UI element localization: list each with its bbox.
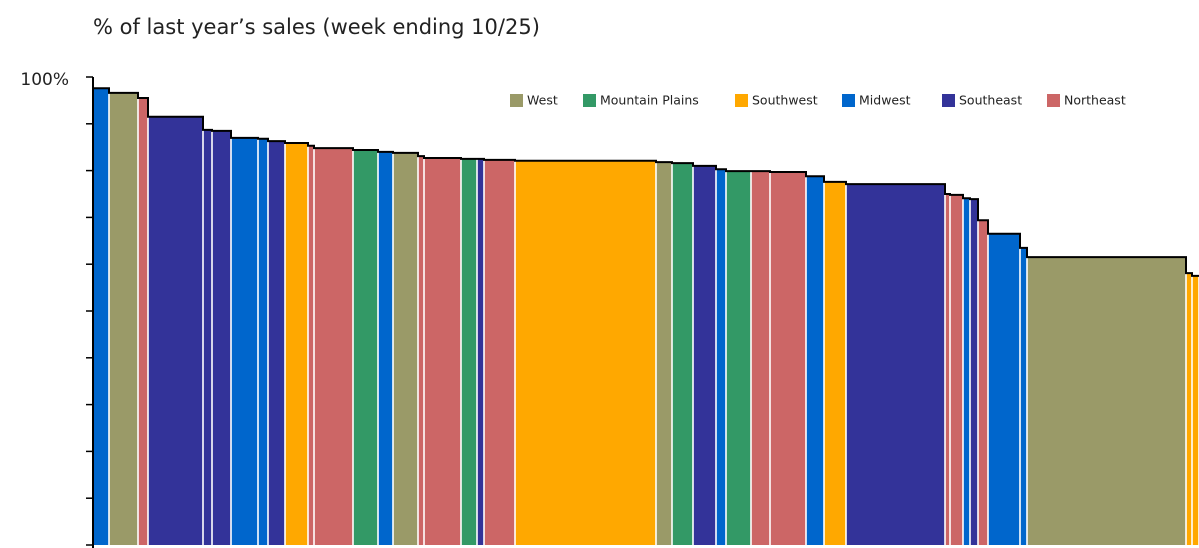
bar [378,151,393,545]
bar [945,194,950,545]
legend-label: Northeast [1064,93,1126,108]
legend-swatch [942,94,955,107]
legend-label: Mountain Plains [600,93,699,108]
bar [148,116,203,545]
bar [716,169,726,546]
bar [515,160,656,545]
bar [970,199,978,545]
bar [314,148,353,546]
bar [1027,257,1186,545]
bar [138,98,148,545]
outline [93,87,1199,277]
bar [693,165,716,546]
legend-swatch [510,94,523,107]
bar [418,156,424,546]
bar [988,233,1020,545]
bar [846,184,945,545]
bar [393,152,418,546]
bar [824,181,846,545]
bar [672,163,693,545]
legend-swatch [842,94,855,107]
bar [461,158,477,545]
bar [1192,275,1199,545]
bar [963,198,970,545]
bar [950,194,963,545]
bar [484,159,515,545]
bar [424,157,461,546]
bar [1186,273,1192,545]
bar [93,88,109,546]
bar [1020,247,1027,545]
bar [751,171,770,545]
legend-label: Midwest [859,93,911,108]
bar [258,138,268,545]
legend-label: Southwest [752,93,818,108]
bar [726,171,751,545]
bar [203,129,212,545]
legend-label: West [527,93,558,108]
bar [231,137,258,545]
legend-label: Southeast [959,93,1022,108]
legend-swatch [735,94,748,107]
bar [770,172,806,545]
bar [308,145,314,545]
y-tick-label: 100% [20,70,69,90]
legend-swatch [1047,94,1060,107]
bar [109,92,138,546]
bar [477,158,484,545]
bar [978,220,988,545]
bar [353,150,378,545]
bar [268,141,285,545]
bar [806,176,824,545]
bar [212,130,231,545]
bar [656,162,672,545]
legend-swatch [583,94,596,107]
chart-title: % of last year’s sales (week ending 10/2… [93,15,540,39]
bar [285,142,308,545]
